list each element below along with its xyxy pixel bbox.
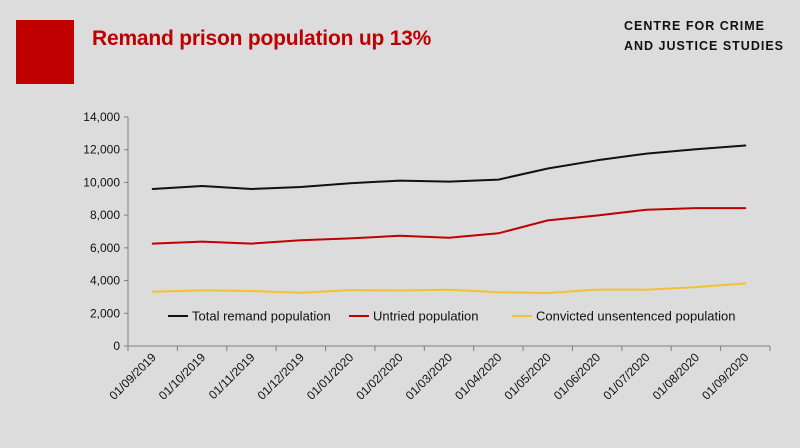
x-tick-label: 01/06/2020 xyxy=(551,350,604,403)
x-tick-label: 01/12/2019 xyxy=(255,350,308,403)
y-axis: 0 2,000 4,000 6,000 8,000 10,000 12,000 14,000 xyxy=(83,110,129,353)
x-tick-label: 01/07/2020 xyxy=(600,350,653,403)
x-tick-label: 01/09/2019 xyxy=(106,350,159,403)
x-tick-label: 01/08/2020 xyxy=(650,350,703,403)
series-line-total-remand-population xyxy=(151,144,747,190)
x-tick-label: 01/11/2019 xyxy=(206,350,258,402)
series-line-convicted-unsentenced-population xyxy=(151,282,747,294)
org-name-line-2: AND JUSTICE STUDIES xyxy=(624,39,784,53)
legend-label: Convicted unsentenced population xyxy=(536,309,735,324)
x-tick-label: 01/09/2020 xyxy=(699,350,752,403)
accent-square xyxy=(16,20,74,84)
series-line-untried-population xyxy=(151,207,747,245)
x-axis: 01/09/201901/10/201901/11/201901/12/2019… xyxy=(106,345,771,403)
y-tick-label: 14,000 xyxy=(83,110,120,124)
y-tick-label: 0 xyxy=(113,339,120,353)
y-tick-label: 4,000 xyxy=(90,274,120,288)
y-tick-label: 12,000 xyxy=(83,143,120,157)
org-name: CENTRE FOR CRIME AND JUSTICE STUDIES xyxy=(624,16,784,56)
x-tick-label: 01/04/2020 xyxy=(452,350,505,403)
x-tick-label: 01/02/2020 xyxy=(353,350,406,403)
y-tick-label: 8,000 xyxy=(90,208,120,222)
x-tick-label: 01/01/2020 xyxy=(304,350,357,403)
x-tick-label: 01/10/2019 xyxy=(156,350,209,403)
legend-label: Untried population xyxy=(373,309,479,324)
x-tick-label: 01/03/2020 xyxy=(403,350,456,403)
chart-title: Remand prison population up 13% xyxy=(92,27,432,50)
series-lines xyxy=(151,144,747,294)
legend-label: Total remand population xyxy=(192,309,331,324)
legend: Total remand population Untried populatio… xyxy=(168,309,735,324)
x-tick-label: 01/05/2020 xyxy=(502,350,555,403)
y-tick-label: 2,000 xyxy=(90,306,120,320)
y-tick-label: 6,000 xyxy=(90,241,120,255)
y-tick-label: 10,000 xyxy=(83,175,120,189)
org-name-line-1: CENTRE FOR CRIME xyxy=(624,19,765,33)
